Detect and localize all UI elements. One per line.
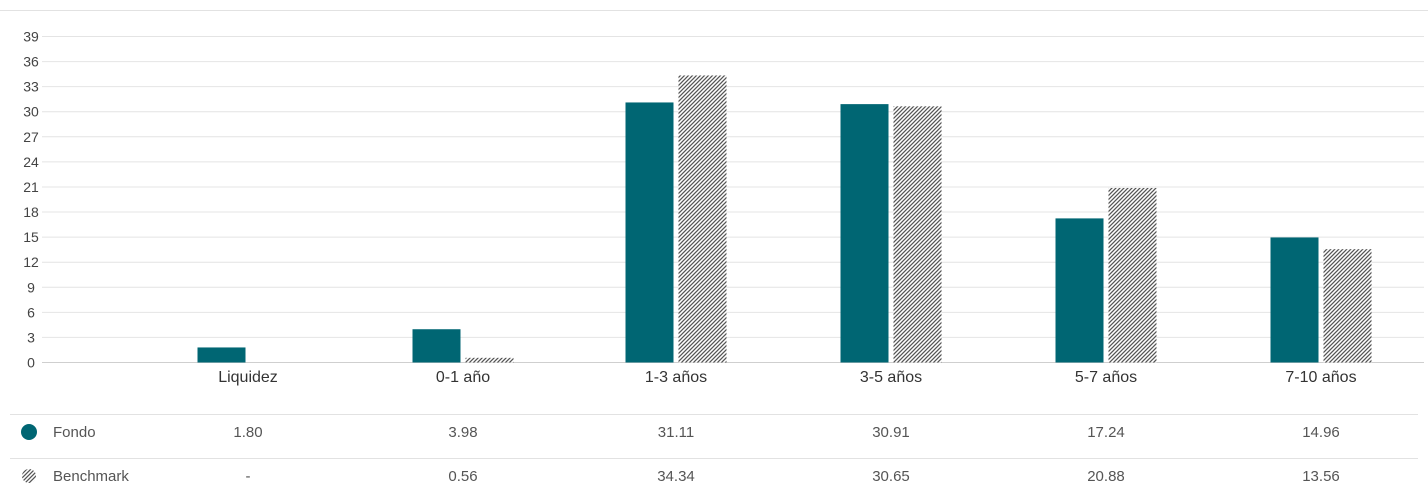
table-value: 1.80 — [233, 424, 262, 441]
x-category-label: 5-7 años — [1075, 369, 1137, 386]
bar-fondo — [625, 102, 674, 363]
y-tick-label: 21 — [23, 179, 39, 195]
bar-benchmark — [1108, 187, 1157, 363]
y-tick-label: 36 — [23, 54, 39, 70]
x-category-label: 7-10 años — [1285, 369, 1356, 386]
table-value: 31.11 — [658, 424, 694, 441]
y-tick-label: 15 — [23, 229, 39, 245]
table-value: 30.91 — [872, 424, 910, 441]
table-value: 14.96 — [1302, 424, 1340, 441]
x-category-label: 1-3 años — [645, 369, 707, 386]
bar-benchmark — [465, 357, 514, 363]
bar-fondo — [1270, 237, 1319, 363]
bar-fondo — [840, 104, 889, 363]
table-value: 3.98 — [448, 424, 477, 441]
table-value: 30.65 — [872, 468, 910, 485]
legend-series-name: Fondo — [53, 424, 96, 441]
grid-lines — [0, 10, 1428, 363]
bars — [197, 75, 1372, 363]
y-tick-label: 33 — [23, 79, 39, 95]
table-value: 0.56 — [448, 468, 477, 485]
bar-fondo — [197, 347, 246, 363]
bar-benchmark — [1323, 249, 1372, 363]
legend-marker-benchmark — [22, 469, 36, 483]
table-value: 20.88 — [1087, 468, 1125, 485]
y-tick-label: 3 — [27, 329, 35, 345]
bar-benchmark — [678, 75, 727, 363]
x-category-label: Liquidez — [218, 369, 278, 386]
y-tick-label: 24 — [23, 154, 39, 170]
y-tick-label: 39 — [23, 29, 39, 45]
table-value: 17.24 — [1087, 424, 1125, 441]
x-category-label: 3-5 años — [860, 369, 922, 386]
x-axis: Liquidez 0-1 año 1-3 años 3-5 años 5-7 años 7… — [218, 369, 1356, 386]
table-value: 34.34 — [657, 468, 695, 485]
table-value: - — [246, 468, 251, 485]
y-tick-label: 9 — [27, 279, 35, 295]
y-tick-label: 27 — [23, 129, 39, 145]
y-tick-label: 0 — [27, 355, 35, 371]
y-tick-label: 12 — [23, 254, 39, 270]
bar-benchmark — [893, 106, 942, 363]
y-tick-label: 30 — [23, 104, 39, 120]
bar-fondo — [1055, 218, 1104, 363]
table-value: 13.56 — [1302, 468, 1340, 485]
x-category-label: 0-1 año — [436, 369, 490, 386]
y-tick-label: 18 — [23, 204, 39, 220]
bar-fondo — [412, 329, 461, 363]
y-tick-label: 6 — [27, 304, 35, 320]
data-table: Fondo 1.80 3.98 31.11 30.91 17.24 14.96 Benchma… — [10, 414, 1418, 485]
legend-series-name: Benchmark — [53, 468, 129, 485]
legend-marker-fondo — [21, 424, 37, 440]
